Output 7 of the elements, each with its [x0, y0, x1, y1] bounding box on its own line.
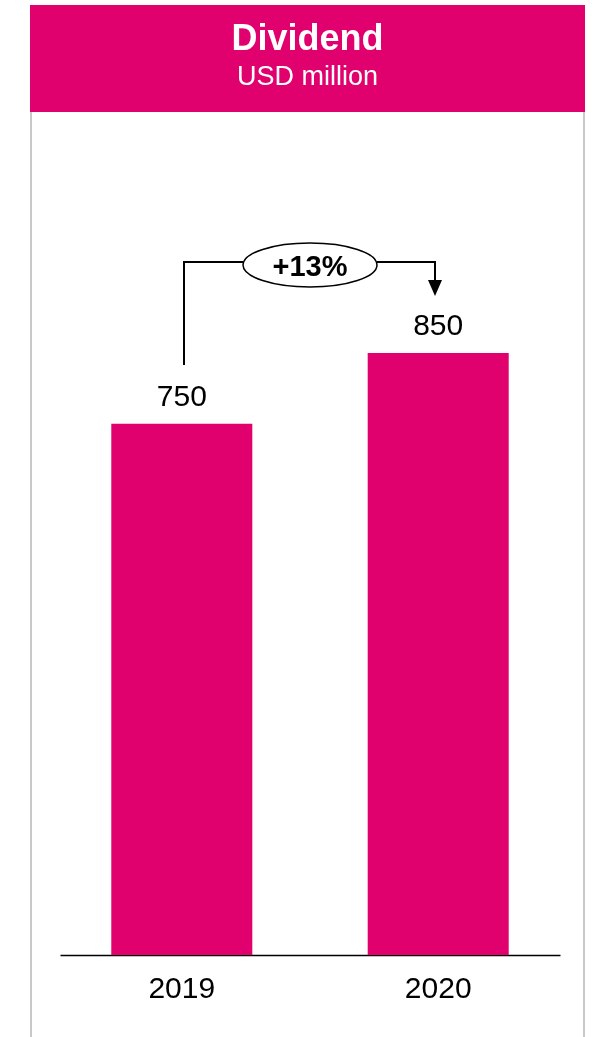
data-label: 850: [413, 307, 464, 341]
x-tick-label: 2020: [404, 970, 472, 1004]
text: +13%: [272, 250, 348, 282]
chart-subtitle: USD million: [236, 60, 379, 93]
chart-title: Dividend: [230, 17, 385, 59]
x-tick-label: 2019: [148, 970, 216, 1004]
data-label: 750: [156, 378, 207, 412]
